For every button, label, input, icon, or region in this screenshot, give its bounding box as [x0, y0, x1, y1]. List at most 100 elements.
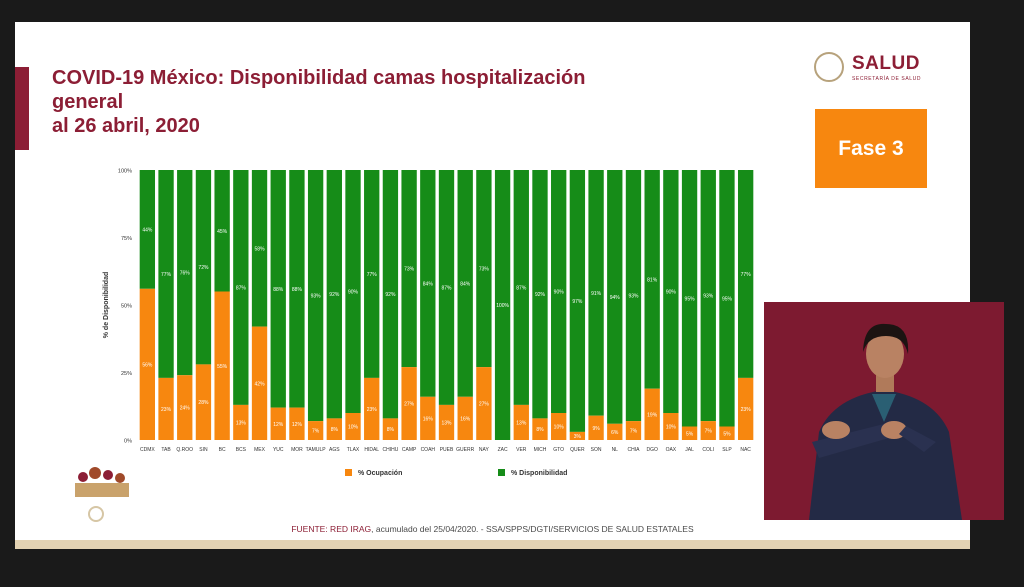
bar-disponibilidad — [401, 170, 417, 368]
bar-ocupacion — [663, 413, 679, 440]
bar-ocupacion — [737, 377, 754, 440]
bar-disponibilidad — [382, 170, 399, 419]
data-label-ocupacion: 19% — [647, 412, 658, 418]
data-label-disponibilidad: 95% — [722, 296, 733, 302]
bar-ocupacion — [251, 326, 268, 440]
data-label-ocupacion: 9% — [592, 426, 600, 432]
interpreter-figure-icon — [809, 323, 962, 520]
bar-disponibilidad — [681, 170, 698, 427]
data-label-ocupacion: 10% — [666, 425, 677, 431]
data-label-ocupacion: 16% — [423, 416, 434, 422]
data-label-ocupacion: 8% — [536, 427, 544, 433]
data-label-disponibilidad: 84% — [460, 281, 471, 287]
category-label: COLI — [702, 447, 714, 453]
y-tick-label: 75% — [121, 236, 132, 242]
bar-ocupacion — [420, 396, 436, 440]
data-label-disponibilidad: 90% — [554, 290, 565, 296]
slide: COVID-19 México: Disponibilidad camas ho… — [15, 22, 970, 549]
source-note: FUENTE: RED IRAG, acumulado del 25/04/20… — [15, 524, 970, 534]
bar-disponibilidad — [476, 170, 492, 368]
legend-label-disponibilidad: % Disponibilidad — [511, 470, 567, 477]
bar-ocupacion — [289, 407, 305, 440]
bar-ocupacion — [326, 418, 342, 440]
data-label-disponibilidad: 92% — [329, 292, 340, 298]
data-label-ocupacion: 8% — [331, 427, 339, 433]
source-rest: , acumulado del 25/04/2020. - SSA/SPPS/D… — [371, 524, 694, 534]
y-tick-label: 50% — [121, 304, 132, 310]
y-tick-label: 25% — [121, 371, 132, 377]
data-label-ocupacion: 13% — [441, 420, 452, 426]
bar-disponibilidad — [364, 170, 380, 378]
data-label-disponibilidad: 94% — [610, 295, 621, 301]
bar-disponibilidad — [177, 170, 193, 376]
data-label-ocupacion: 42% — [255, 381, 266, 387]
bar-ocupacion — [625, 421, 642, 440]
bar-disponibilidad — [532, 170, 548, 419]
bar-ocupacion — [476, 367, 492, 440]
category-label: YUC — [273, 447, 284, 453]
logo-text: SALUD — [852, 53, 920, 74]
data-label-disponibilidad: 77% — [161, 272, 172, 278]
seal-icon — [814, 52, 844, 82]
category-label: DGO — [646, 447, 658, 453]
data-label-ocupacion: 56% — [142, 362, 153, 368]
bar-ocupacion — [438, 404, 455, 440]
legend-swatch-disponibilidad — [498, 469, 505, 476]
title-line-1: COVID-19 México: Disponibilidad camas ho… — [52, 67, 586, 89]
category-label: HIDAL — [364, 447, 379, 453]
category-label: SLP — [722, 447, 732, 453]
bed-availability-chart: 0% 25% 50% 75% 100% % de Disponibilidad 44% 56%… — [103, 169, 754, 477]
category-label: GTO — [553, 447, 564, 453]
data-label-disponibilidad: 87% — [441, 285, 452, 291]
data-label-ocupacion: 6% — [611, 430, 619, 436]
data-label-ocupacion: 5% — [686, 431, 694, 437]
bar-ocupacion — [177, 375, 193, 440]
legend-swatch-ocupacion — [345, 469, 352, 476]
heroes-illustration-icon — [75, 467, 129, 497]
bar-ocupacion — [532, 418, 548, 440]
data-label-ocupacion: 7% — [630, 429, 638, 435]
logo-subtext: SECRETARÍA DE SALUD — [852, 76, 922, 82]
bar-disponibilidad — [607, 170, 623, 424]
category-label: ZAC — [498, 447, 508, 453]
data-label-ocupacion: 5% — [723, 431, 731, 437]
data-label-ocupacion: 23% — [367, 407, 378, 413]
category-label: NL — [612, 447, 619, 453]
bar-disponibilidad — [345, 170, 361, 413]
category-label: VER — [516, 447, 527, 453]
bar-disponibilidad — [139, 170, 156, 289]
bar-ocupacion — [719, 426, 735, 440]
data-label-disponibilidad: 93% — [311, 294, 322, 300]
bar-disponibilidad — [307, 170, 324, 422]
category-label: BCS — [236, 447, 247, 453]
category-label: TLAX — [347, 447, 360, 453]
bar-disponibilidad — [588, 170, 604, 416]
category-label: SIN — [199, 447, 208, 453]
bar-ocupacion — [513, 404, 529, 440]
data-label-disponibilidad: 93% — [703, 294, 714, 300]
data-label-ocupacion: 23% — [741, 407, 752, 413]
category-label: NAC — [740, 447, 751, 453]
data-label-disponibilidad: 81% — [647, 277, 658, 283]
bar-ocupacion — [457, 396, 473, 440]
category-label: MEX — [254, 447, 266, 453]
footer-band — [15, 540, 970, 549]
bar-ocupacion — [345, 413, 361, 440]
bar-disponibilidad — [438, 170, 455, 405]
bar-ocupacion — [588, 415, 604, 440]
data-label-ocupacion: 13% — [236, 420, 247, 426]
bar-ocupacion — [158, 377, 174, 440]
data-label-ocupacion: 10% — [554, 425, 565, 431]
bar-disponibilidad — [289, 170, 305, 408]
bar-ocupacion — [364, 377, 380, 440]
category-label: Q.ROO — [176, 447, 193, 453]
bar-disponibilidad — [625, 170, 642, 422]
legend-label-ocupacion: % Ocupación — [358, 470, 402, 477]
data-label-disponibilidad: 58% — [255, 246, 266, 252]
bar-disponibilidad — [158, 170, 174, 378]
salud-logo: SALUD SECRETARÍA DE SALUD — [814, 50, 934, 86]
data-label-ocupacion: 55% — [217, 364, 228, 370]
data-label-disponibilidad: 92% — [385, 292, 396, 298]
bar-ocupacion — [607, 423, 623, 440]
data-label-ocupacion: 27% — [404, 402, 415, 408]
